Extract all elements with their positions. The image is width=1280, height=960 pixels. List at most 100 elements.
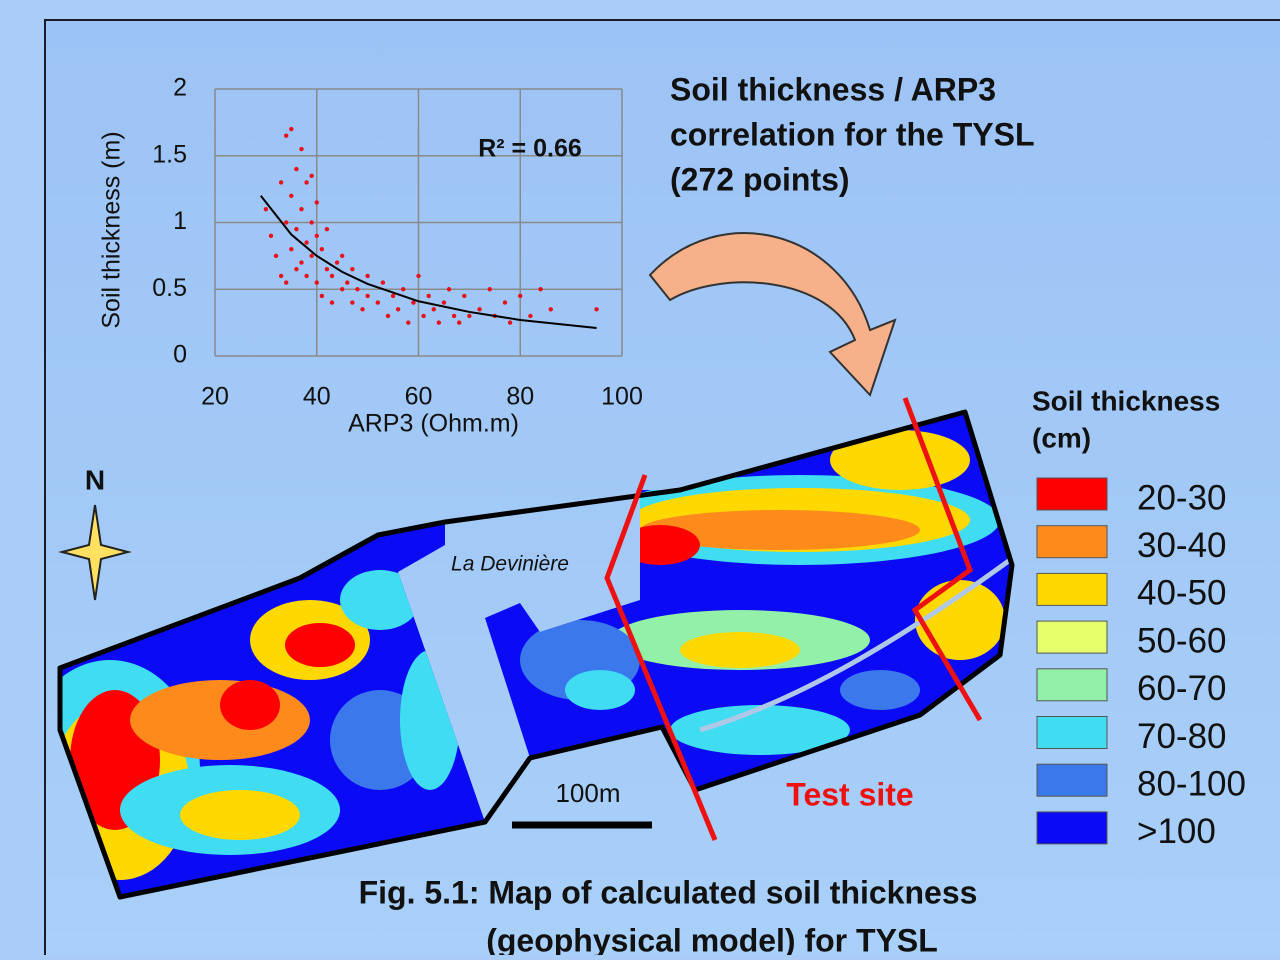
point <box>426 293 431 299</box>
legend-label: 30-40 <box>1137 526 1227 565</box>
point <box>309 220 314 225</box>
legend-swatch <box>1036 716 1108 749</box>
point <box>365 293 370 299</box>
point <box>457 320 462 325</box>
legend-title: Soil thickness <box>1032 385 1220 416</box>
point <box>319 293 325 299</box>
point <box>324 267 330 272</box>
test-site-boundary <box>902 397 983 722</box>
north-label: N <box>85 464 105 495</box>
point <box>406 320 411 325</box>
point <box>462 293 467 299</box>
point <box>284 220 289 225</box>
point <box>360 307 365 312</box>
point <box>294 267 299 272</box>
point <box>284 280 289 285</box>
point <box>304 273 309 279</box>
point <box>502 300 508 305</box>
point <box>314 233 319 239</box>
point <box>451 313 457 319</box>
x-axis-label: ARP3 (Ohm.m) <box>348 410 519 438</box>
legend-swatch <box>1036 525 1108 559</box>
point <box>350 300 355 305</box>
point <box>263 206 269 212</box>
legend-label: 20-30 <box>1137 478 1227 517</box>
point <box>487 287 492 292</box>
point <box>507 320 513 325</box>
scatter-plot: 0 0.5 1 1.5 2 20 40 60 80 100 ARP3 (Ohm.m) Soil thi… <box>98 74 643 438</box>
place-label: La Devinière <box>451 553 569 576</box>
point <box>324 226 330 232</box>
legend-swatch <box>1036 668 1108 702</box>
point <box>594 307 599 312</box>
point <box>441 300 447 305</box>
point <box>284 133 289 138</box>
chart-title: (272 points) <box>670 161 850 197</box>
point <box>436 320 442 325</box>
point <box>329 300 335 305</box>
y-tick-label: 0.5 <box>152 274 187 302</box>
caption: (geophysical model) for TYSL <box>486 922 938 955</box>
y-tick-label: 2 <box>173 74 187 102</box>
legend-label: 60-70 <box>1137 669 1227 708</box>
point <box>289 193 294 198</box>
point <box>319 247 325 252</box>
point <box>294 226 299 232</box>
point <box>528 313 533 319</box>
point <box>329 273 335 279</box>
point <box>339 287 345 292</box>
point <box>355 287 360 292</box>
point <box>411 300 416 305</box>
point <box>421 313 426 319</box>
trend-line <box>260 195 597 329</box>
point <box>294 166 299 172</box>
legend-swatch <box>1036 620 1108 654</box>
point <box>273 253 279 259</box>
point <box>395 307 401 312</box>
arrow <box>648 232 897 397</box>
x-tick-label: 100 <box>601 383 643 411</box>
legend-label: 70-80 <box>1137 717 1227 756</box>
point <box>304 240 309 245</box>
point <box>401 287 406 292</box>
compass <box>58 504 132 601</box>
x-tick-label: 60 <box>405 383 433 411</box>
point <box>385 313 391 319</box>
point <box>314 200 319 205</box>
caption: Fig. 5.1: Map of calculated soil thickne… <box>359 874 978 910</box>
point <box>416 273 421 279</box>
chart-title: Soil thickness / ARP3 <box>670 71 996 107</box>
point <box>309 173 314 178</box>
point <box>345 280 350 285</box>
y-tick-label: 0 <box>173 341 187 369</box>
point <box>518 293 523 299</box>
legend-label: 80-100 <box>1137 764 1246 803</box>
point <box>446 287 452 292</box>
legend-label: >100 <box>1137 812 1216 851</box>
x-tick-label: 40 <box>303 383 331 411</box>
point <box>390 293 396 299</box>
titles: Soil thickness / ARP3 correlation for the… <box>359 71 1035 958</box>
scale-label: 100m <box>555 778 620 808</box>
point <box>309 253 314 259</box>
legend-swatch <box>1036 811 1108 845</box>
y-tick-label: 1.5 <box>152 140 187 168</box>
chart-title: correlation for the TYSL <box>670 116 1034 152</box>
legend-title: (cm) <box>1032 422 1091 453</box>
test-site-label: Test site <box>786 776 913 812</box>
legend-label: 50-60 <box>1137 621 1227 660</box>
point <box>278 180 284 185</box>
point <box>548 307 553 312</box>
legend-label: 40-50 <box>1137 574 1227 613</box>
test-site-boundary <box>604 474 718 841</box>
point <box>278 273 284 279</box>
y-axis-label: Soil thickness (m) <box>98 131 126 328</box>
point <box>289 247 294 252</box>
legend-swatch <box>1036 763 1108 797</box>
point <box>299 146 304 152</box>
y-tick-label: 1 <box>173 207 187 235</box>
annotation: R² = 0.66 <box>478 135 582 163</box>
point <box>299 260 304 265</box>
point <box>477 307 482 312</box>
point <box>299 206 304 212</box>
